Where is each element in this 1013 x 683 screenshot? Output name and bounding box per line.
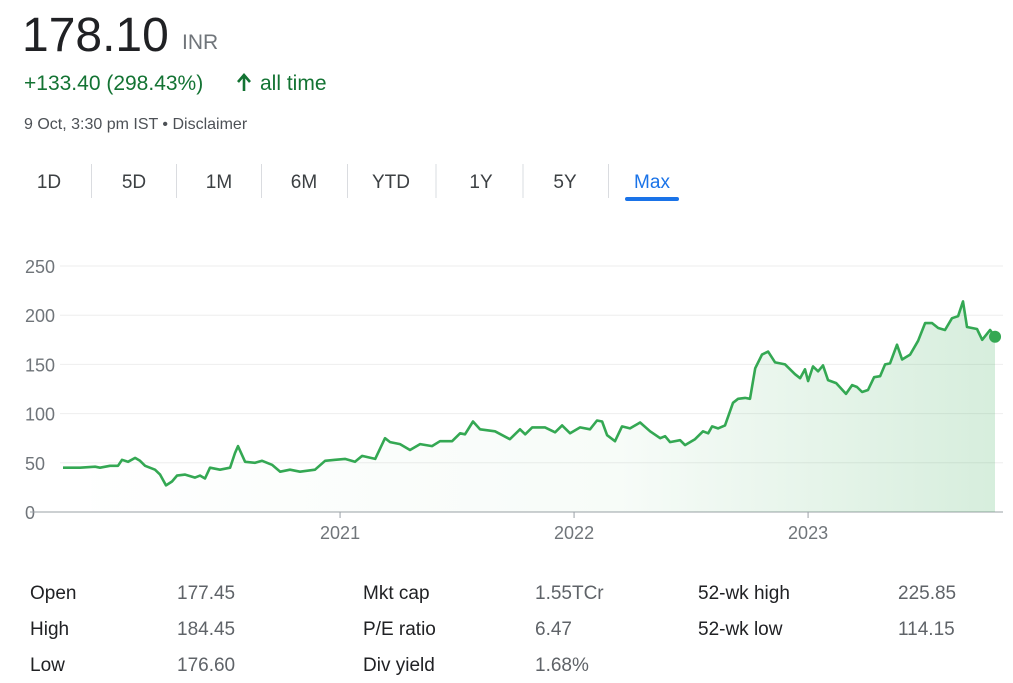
tab[interactable]: 6M (291, 172, 317, 193)
stat-label: 52-wk high (698, 583, 790, 604)
disclaimer[interactable]: Disclaimer (172, 116, 247, 133)
timestamp-text: 9 Oct, 3:30 pm IST (24, 116, 159, 133)
y-tick-label: 50 (25, 454, 45, 474)
stat-value: 177.45 (177, 583, 235, 604)
x-tick-label: 2021 (320, 523, 360, 543)
tabs: 1D 5D 1M 6M YTD 1Y 5Y Max (37, 164, 679, 201)
x-tick-label: 2022 (554, 523, 594, 543)
y-tick-label: 100 (25, 405, 55, 425)
stat-value: 225.85 (898, 583, 956, 604)
line (63, 300, 997, 487)
stat-label: P/E ratio (363, 619, 436, 640)
y-tick-label: 150 (25, 355, 55, 375)
tab[interactable]: 1D (37, 172, 61, 193)
stat-label: Low (30, 655, 65, 676)
area (63, 301, 995, 512)
tab[interactable]: 1Y (469, 172, 493, 193)
stat-label: Mkt cap (363, 583, 430, 604)
stat-label: High (30, 619, 69, 640)
tab-indicator (625, 197, 679, 201)
y-tick-label: 250 (25, 257, 55, 277)
stat-label: 52-wk low (698, 619, 783, 640)
stat-label: Open (30, 583, 76, 604)
stats: Open 177.45 Mkt cap 1.55TCr 52-wk high 225.85… (30, 583, 956, 676)
x-tick-label: 2023 (788, 523, 828, 543)
y-tick-label: 0 (25, 503, 35, 523)
tab[interactable]: 1M (206, 172, 232, 193)
tab[interactable]: Max (634, 172, 670, 193)
tab[interactable]: YTD (372, 172, 410, 193)
up-arrow (237, 73, 251, 91)
tab[interactable]: 5D (122, 172, 146, 193)
change: +133.40 (298.43%) (24, 72, 203, 95)
stat-value: 184.45 (177, 619, 235, 640)
last-point (989, 330, 1002, 343)
timestamp: 9 Oct, 3:30 pm IST • Disclaimer (24, 116, 248, 133)
stat-label: Div yield (363, 655, 435, 676)
stat-value: 6.47 (535, 619, 572, 640)
stat-value: 176.60 (177, 655, 235, 676)
chart: 0 50 100 150 200 250 2021 2022 2023 (25, 257, 1003, 543)
stat-value: 114.15 (898, 619, 955, 640)
change-period: all time (260, 72, 327, 95)
stat-value: 1.55TCr (535, 583, 604, 604)
y-tick-label: 200 (25, 306, 55, 326)
price: 178.10 (22, 9, 169, 62)
currency: INR (182, 31, 218, 54)
stat-value: 1.68% (535, 655, 589, 676)
tab[interactable]: 5Y (553, 172, 577, 193)
